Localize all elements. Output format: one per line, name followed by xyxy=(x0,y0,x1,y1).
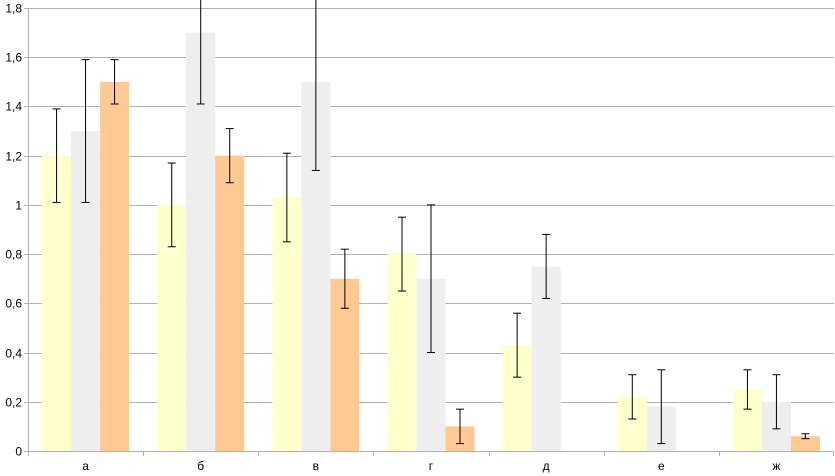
y-tick-label: 1,8 xyxy=(5,2,22,16)
bar xyxy=(42,155,72,452)
x-tick-label: е xyxy=(658,459,665,473)
y-tick-label: 0,6 xyxy=(5,297,22,311)
y-tick-label: 1,6 xyxy=(5,51,22,65)
x-tick-label: д xyxy=(543,459,550,473)
bar xyxy=(215,155,245,452)
axes xyxy=(24,8,834,456)
bar xyxy=(100,81,130,451)
x-tick-label: б xyxy=(197,459,204,473)
y-tick-labels: 0 0,2 0,4 0,6 0,8 1 1,2 1,4 1,6 1,8 xyxy=(5,2,22,459)
x-tick-label: ж xyxy=(772,459,780,473)
y-tick-label: 1,2 xyxy=(5,150,22,164)
error-bars xyxy=(52,0,810,445)
y-tick-label: 1 xyxy=(15,199,22,213)
bar xyxy=(790,436,820,451)
x-tick-label: г xyxy=(429,459,434,473)
y-tick-label: 0,8 xyxy=(5,248,22,262)
y-tick-label: 0 xyxy=(15,445,22,459)
y-tick-label: 0,2 xyxy=(5,396,22,410)
y-tick-label: 1,4 xyxy=(5,100,22,114)
x-tick-labels: а б в г д е ж xyxy=(82,459,780,473)
x-tick-label: а xyxy=(82,459,89,473)
x-tick-label: в xyxy=(313,459,319,473)
y-tick-label: 0,4 xyxy=(5,347,22,361)
bars xyxy=(42,32,820,452)
